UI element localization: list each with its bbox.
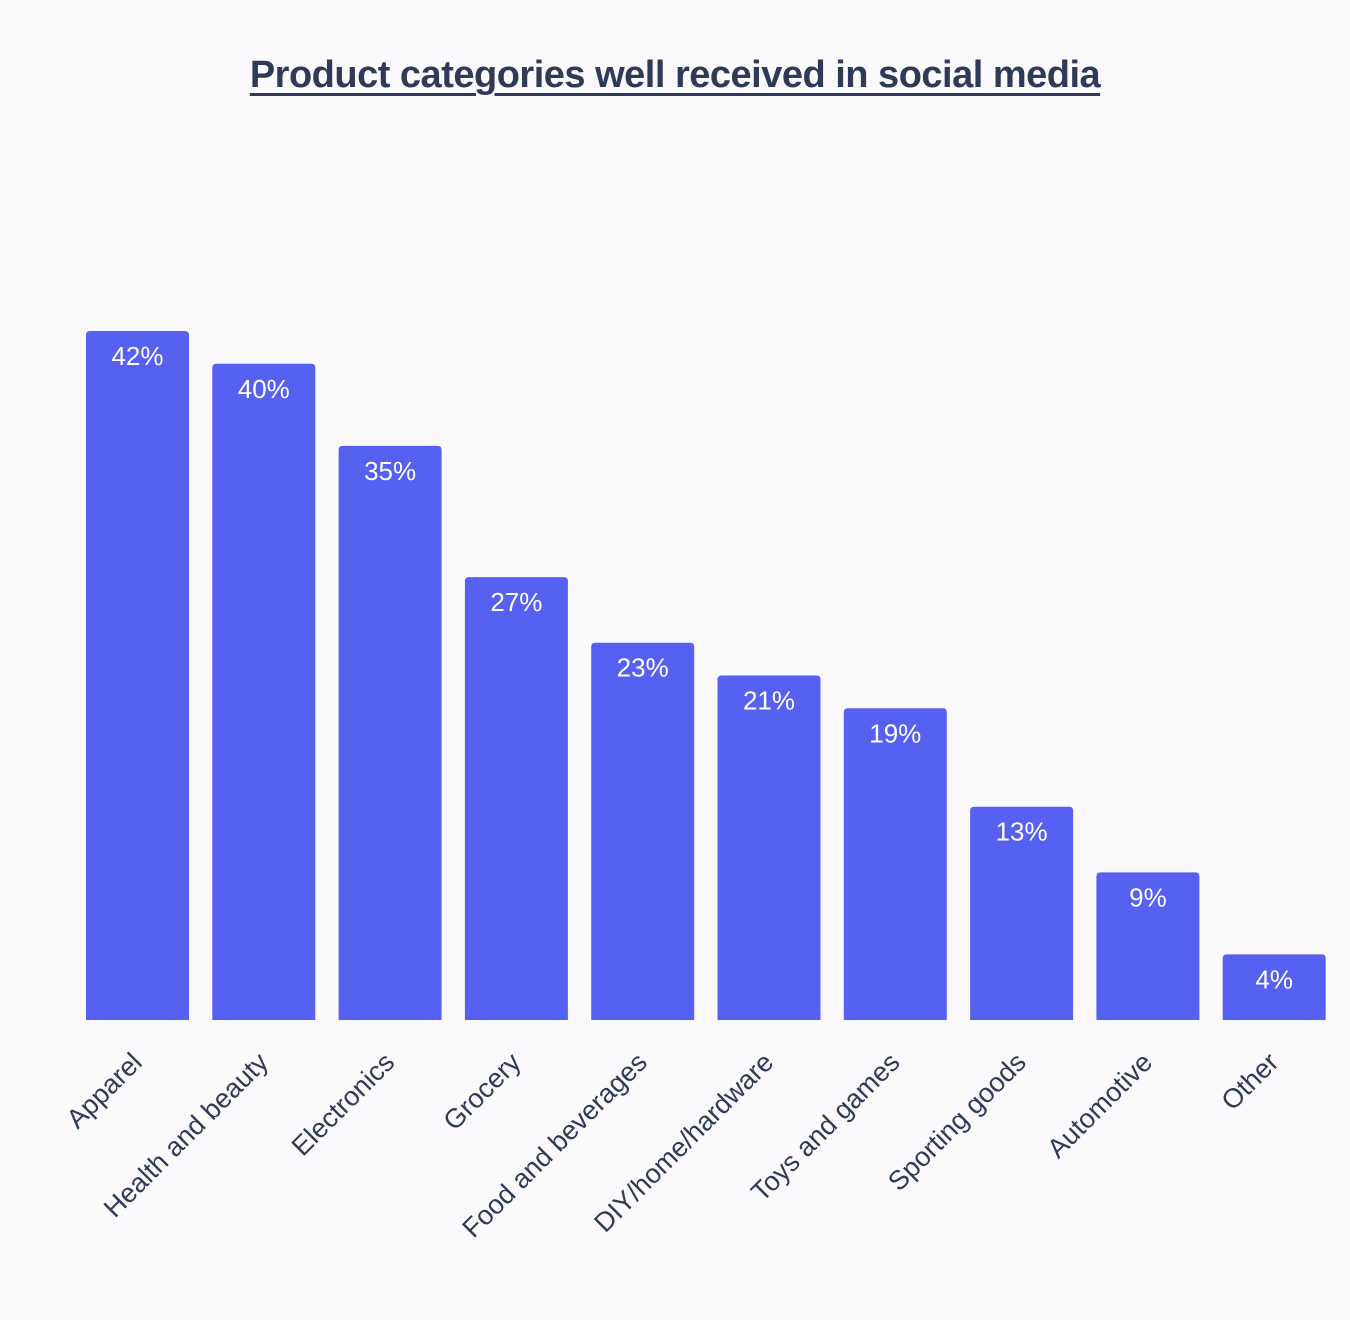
bar-value-label-4: 23% <box>617 653 669 683</box>
bar-2 <box>338 445 442 1020</box>
category-label-8: Automotive <box>1041 1047 1158 1164</box>
bar-9 <box>1222 954 1326 1020</box>
bar-4 <box>591 642 695 1020</box>
bar-6 <box>843 708 947 1020</box>
category-label-0: Apparel <box>61 1047 148 1134</box>
bar-0 <box>86 331 189 1020</box>
category-label-9: Other <box>1215 1047 1284 1116</box>
bar-3 <box>464 577 568 1020</box>
bar-value-label-7: 13% <box>996 817 1048 847</box>
bar-value-label-5: 21% <box>743 686 795 716</box>
bar-value-label-9: 4% <box>1255 964 1293 994</box>
bar-value-label-0: 42% <box>111 341 163 371</box>
bar-value-label-8: 9% <box>1129 882 1167 912</box>
bar-value-label-6: 19% <box>869 718 921 748</box>
category-label-3: Grocery <box>438 1047 527 1136</box>
bar-8 <box>1096 872 1200 1020</box>
bar-7 <box>970 806 1074 1020</box>
bar-value-label-3: 27% <box>490 587 542 617</box>
chart-title: Product categories well received in soci… <box>249 54 1101 96</box>
bar-value-label-1: 40% <box>238 374 290 404</box>
category-label-2: Electronics <box>286 1047 401 1162</box>
category-label-7: Sporting goods <box>882 1047 1032 1197</box>
bar-5 <box>717 675 821 1020</box>
bar-1 <box>212 363 316 1020</box>
bar-value-label-2: 35% <box>364 456 416 486</box>
